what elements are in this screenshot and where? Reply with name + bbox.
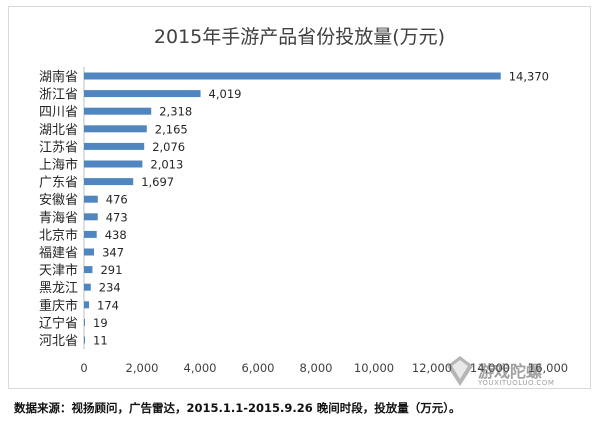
category-label: 福建省 <box>39 246 78 261</box>
bar <box>84 266 93 274</box>
data-label: 1,697 <box>141 175 174 189</box>
chart-title: 2015年手游产品省份投放量(万元) <box>153 26 446 48</box>
x-tick-label: 10,000 <box>354 361 394 375</box>
x-tick-label: 14,000 <box>470 361 510 375</box>
category-label: 辽宁省 <box>39 315 78 331</box>
category-label: 浙江省 <box>39 88 78 103</box>
bar <box>84 283 91 291</box>
x-tick-label: 16,000 <box>528 361 568 375</box>
category-label: 湖南省 <box>39 69 78 85</box>
data-label: 347 <box>102 246 124 260</box>
data-label: 291 <box>100 263 122 277</box>
data-label: 234 <box>99 281 121 295</box>
category-label: 黑龙江 <box>39 281 78 296</box>
data-label: 2,165 <box>155 122 188 136</box>
data-label: 11 <box>93 334 108 348</box>
bar <box>84 230 97 238</box>
category-label: 河北省 <box>39 334 78 349</box>
x-tick-label: 8,000 <box>300 361 333 375</box>
category-label: 重庆市 <box>39 298 78 314</box>
source-footnote: 数据来源：视扬顾问，广告雷达，2015.1.1-2015.9.26 晚间时段，投… <box>14 401 461 415</box>
data-label: 476 <box>106 193 128 207</box>
data-label: 473 <box>106 210 128 224</box>
category-label: 天津市 <box>39 263 78 279</box>
x-tick-label: 0 <box>80 361 87 375</box>
bar <box>84 72 501 80</box>
category-label: 安徽省 <box>39 193 78 208</box>
bar <box>84 195 98 203</box>
x-tick-label: 6,000 <box>242 361 275 375</box>
x-tick-label: 2,000 <box>126 361 159 375</box>
data-label: 4,019 <box>209 87 242 101</box>
bar <box>84 213 98 221</box>
category-label: 广东省 <box>39 176 78 191</box>
x-tick-label: 4,000 <box>184 361 217 375</box>
bar <box>84 125 147 133</box>
watermark-brand: 游戏陀螺 <box>478 362 543 381</box>
category-label: 北京市 <box>39 227 78 243</box>
category-label: 四川省 <box>39 105 78 120</box>
data-label: 174 <box>97 298 119 312</box>
data-label: 19 <box>93 316 108 330</box>
bar <box>84 318 85 326</box>
category-label: 江苏省 <box>39 139 78 155</box>
x-tick-label: 12,000 <box>412 361 452 375</box>
bar <box>84 178 134 186</box>
data-label: 2,076 <box>152 140 185 154</box>
data-label: 14,370 <box>509 70 549 84</box>
bar <box>84 248 95 256</box>
bar <box>84 142 145 150</box>
watermark-domain: YOUXITUOLUO.COM <box>478 379 555 387</box>
spinning-top-logo-icon <box>447 356 473 386</box>
bar <box>84 301 90 309</box>
data-label: 438 <box>105 228 127 242</box>
data-label: 2,318 <box>159 105 192 119</box>
category-label: 青海省 <box>39 211 78 226</box>
watermark: 游戏陀螺 YOUXITUOLUO.COM <box>440 352 590 392</box>
bar <box>84 336 85 344</box>
bar <box>84 160 143 168</box>
bar <box>84 90 201 98</box>
bar <box>84 107 152 115</box>
category-label: 湖北省 <box>39 123 78 138</box>
chart-frame <box>8 6 591 389</box>
category-label: 上海市 <box>39 157 78 173</box>
data-label: 2,013 <box>150 158 183 172</box>
